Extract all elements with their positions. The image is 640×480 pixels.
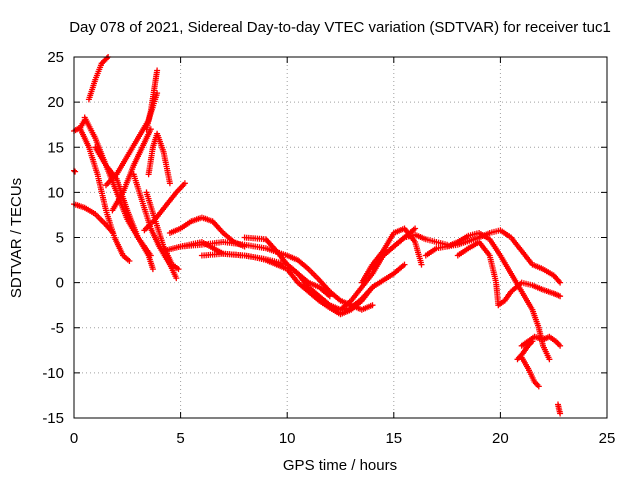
y-tick-label: 5 [56,230,64,247]
series-arc-14 [141,180,188,234]
y-tick-label: -10 [42,365,64,382]
series-arc-2 [71,167,79,175]
series-markers [241,234,333,300]
x-tick-label: 25 [599,430,616,447]
series-markers [555,401,564,417]
y-tick-label: 20 [47,94,64,111]
series-markers [71,167,79,175]
series-arc-4 [85,54,112,103]
x-tick-label: 15 [385,430,402,447]
series-arc-23 [422,227,564,286]
series-arc-7 [92,144,156,273]
x-tick-label: 5 [176,430,184,447]
x-axis-label: GPS time / hours [283,457,397,474]
x-tick-label: 10 [279,430,296,447]
chart-title: Day 078 of 2021, Sidereal Day-to-day VTE… [69,19,611,36]
y-tick-label: 10 [47,184,64,201]
series-markers [109,126,154,214]
series-arc-29 [555,401,564,417]
series-markers [92,144,156,273]
series-arc-28 [518,354,542,390]
x-tick-label: 0 [70,430,78,447]
series-markers [198,250,376,318]
series-markers [358,225,425,286]
y-tick-label: 25 [47,49,64,66]
series-arc-13 [145,130,173,187]
series-arc-9 [109,126,154,214]
series-arc-21 [358,225,425,286]
series-markers [518,354,542,390]
x-tick-label: 20 [492,430,509,447]
y-tick-label: 15 [47,139,64,156]
series-arc-19 [241,234,333,300]
series-markers [518,333,564,349]
series-markers [77,126,133,264]
data-series [71,54,564,417]
series-markers [141,180,188,234]
y-tick-label: -5 [51,320,64,337]
series-markers [145,130,173,187]
series-markers [143,67,161,133]
series-arc-25 [454,239,564,309]
series-markers [369,231,451,273]
series-arc-12 [143,67,161,133]
axis-ticks: 0 5 10 15 20 25 -15 -10 -5 0 5 10 15 20 25 [42,49,615,447]
series-markers [454,239,564,309]
y-axis-label: SDTVAR / TECUs [8,178,25,298]
grid-lines [74,57,607,418]
series-markers [422,227,564,286]
series-arc-22 [369,231,451,273]
y-tick-label: -15 [42,410,64,427]
series-arc-26 [518,333,564,349]
y-tick-label: 0 [56,275,64,292]
series-arc-5 [77,126,133,264]
series-arc-18 [198,250,376,318]
series-markers [160,239,376,313]
series-arc-16 [160,239,376,313]
series-markers [85,54,112,103]
